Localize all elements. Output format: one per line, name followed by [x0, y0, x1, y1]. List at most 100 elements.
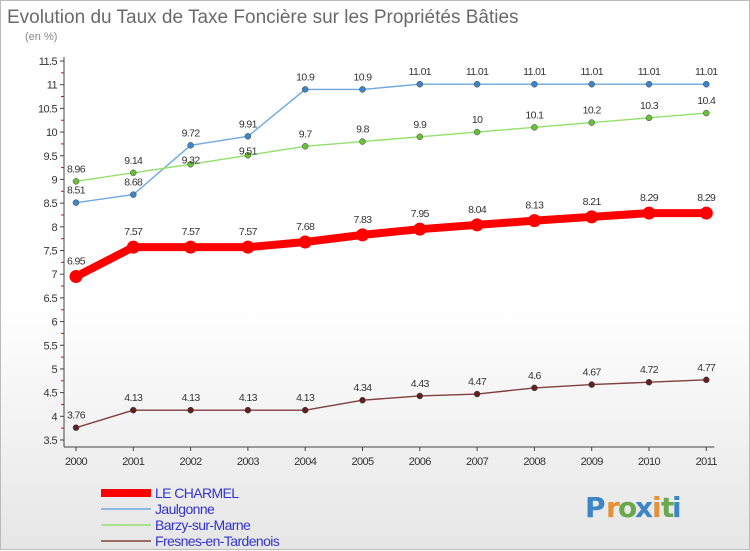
data-point	[473, 80, 481, 88]
data-label: 9.8	[356, 124, 370, 136]
data-point	[130, 169, 137, 177]
legend-label: Fresnes-en-Tardenois	[155, 533, 280, 549]
y-tick-label: 6.5	[44, 293, 58, 305]
data-point	[703, 376, 710, 384]
data-point	[244, 152, 252, 159]
chart-subtitle: (en %)	[25, 31, 57, 43]
data-label: 11.01	[409, 66, 432, 78]
data-point	[72, 178, 80, 185]
data-label: 4.13	[239, 392, 258, 404]
data-point	[241, 240, 255, 254]
data-point	[703, 109, 710, 117]
y-tick-label: 9.5	[44, 151, 58, 163]
x-tick-label: 2006	[409, 456, 432, 468]
data-label: 4.67	[583, 367, 602, 379]
data-point	[699, 206, 713, 220]
logo-letter: o	[618, 491, 637, 524]
data-label: 7.57	[182, 226, 201, 238]
legend-label: LE CHARMEL	[155, 485, 239, 501]
legend-label: Barzy-sur-Marne	[155, 517, 251, 533]
y-tick-label: 7.5	[44, 246, 58, 258]
data-label: 4.43	[411, 378, 430, 390]
y-tick-label: 3.5	[44, 435, 58, 447]
data-label: 7.57	[239, 226, 258, 238]
data-label: 9.91	[239, 118, 258, 130]
data-label: 4.34	[353, 382, 372, 394]
data-label: 8.68	[124, 177, 143, 189]
data-point	[413, 222, 427, 236]
logo-letter: x	[635, 491, 653, 524]
logo-letter: i	[652, 491, 662, 524]
y-tick-label: 4	[51, 411, 57, 423]
data-point	[130, 406, 137, 414]
data-point	[473, 390, 481, 398]
data-point	[69, 270, 83, 284]
data-label: 8.96	[67, 163, 86, 175]
x-tick-label: 2009	[581, 456, 604, 468]
data-label: 10	[472, 114, 483, 126]
data-point	[72, 424, 80, 431]
data-label: 8.29	[697, 192, 716, 204]
x-tick-label: 2007	[466, 456, 489, 468]
data-point	[359, 86, 366, 93]
data-point	[244, 133, 252, 140]
data-label: 3.76	[67, 410, 86, 422]
data-label: 8.04	[468, 204, 487, 216]
data-point	[531, 80, 538, 88]
data-point	[645, 378, 653, 386]
data-point	[473, 128, 481, 136]
logo-letter: r	[606, 491, 620, 524]
data-label: 7.68	[296, 221, 315, 233]
data-point	[301, 406, 309, 414]
series-le-charmel	[69, 206, 713, 284]
legend: LE CHARMELJaulgonneBarzy-sur-MarneFresne…	[101, 485, 280, 549]
data-point	[588, 381, 595, 388]
logo-letter: t	[661, 491, 674, 524]
x-tick-label: 2005	[351, 456, 374, 468]
series-layer	[69, 80, 713, 431]
y-tick-label: 11.5	[39, 56, 58, 68]
data-label: 9.51	[239, 145, 258, 157]
data-point	[187, 142, 194, 149]
data-point	[187, 406, 194, 414]
x-tick-label: 2000	[65, 456, 88, 468]
data-point	[359, 138, 366, 145]
data-point	[531, 124, 538, 131]
data-label: 7.57	[124, 226, 143, 238]
y-tick-label: 7	[51, 269, 57, 281]
x-tick-label: 2003	[237, 456, 260, 468]
data-point	[298, 235, 312, 249]
data-point	[588, 80, 595, 88]
series-barzy-sur-marne	[72, 109, 710, 185]
data-label: 10.3	[640, 100, 659, 112]
data-point	[359, 396, 366, 404]
series-jaulgonne	[72, 80, 710, 206]
y-tick-label: 4.5	[44, 388, 58, 400]
data-point	[703, 80, 710, 88]
series-line	[75, 112, 707, 183]
data-label: 4.72	[640, 364, 659, 376]
data-point	[416, 133, 424, 141]
x-tick-label: 2008	[523, 456, 546, 468]
data-point	[72, 199, 80, 206]
y-tick-label: 8	[51, 222, 57, 234]
data-label: 11.01	[523, 66, 546, 78]
y-tick-label: 5	[51, 364, 57, 376]
data-label: 10.9	[296, 71, 315, 83]
logo-letter: i	[672, 491, 682, 524]
series-line	[72, 209, 711, 281]
data-label: 9.14	[124, 155, 143, 167]
y-tick-label: 10.5	[38, 103, 57, 115]
y-tick-label: 8.5	[44, 198, 58, 210]
data-point	[184, 240, 198, 254]
axes: 3.5 4 4.5 5 5.5 6 6.5 7 7.5 8 8.5 9 9.5 10 10.5 11 11.5 2…	[38, 56, 718, 468]
data-label: 8.29	[640, 192, 659, 204]
data-point	[531, 384, 538, 392]
data-point	[588, 119, 595, 126]
x-tick-label: 2011	[696, 456, 718, 468]
data-label: 8.51	[67, 185, 86, 197]
x-tick-label: 2010	[638, 456, 661, 468]
data-label: 7.83	[353, 214, 372, 226]
data-label: 9.9	[413, 119, 427, 131]
